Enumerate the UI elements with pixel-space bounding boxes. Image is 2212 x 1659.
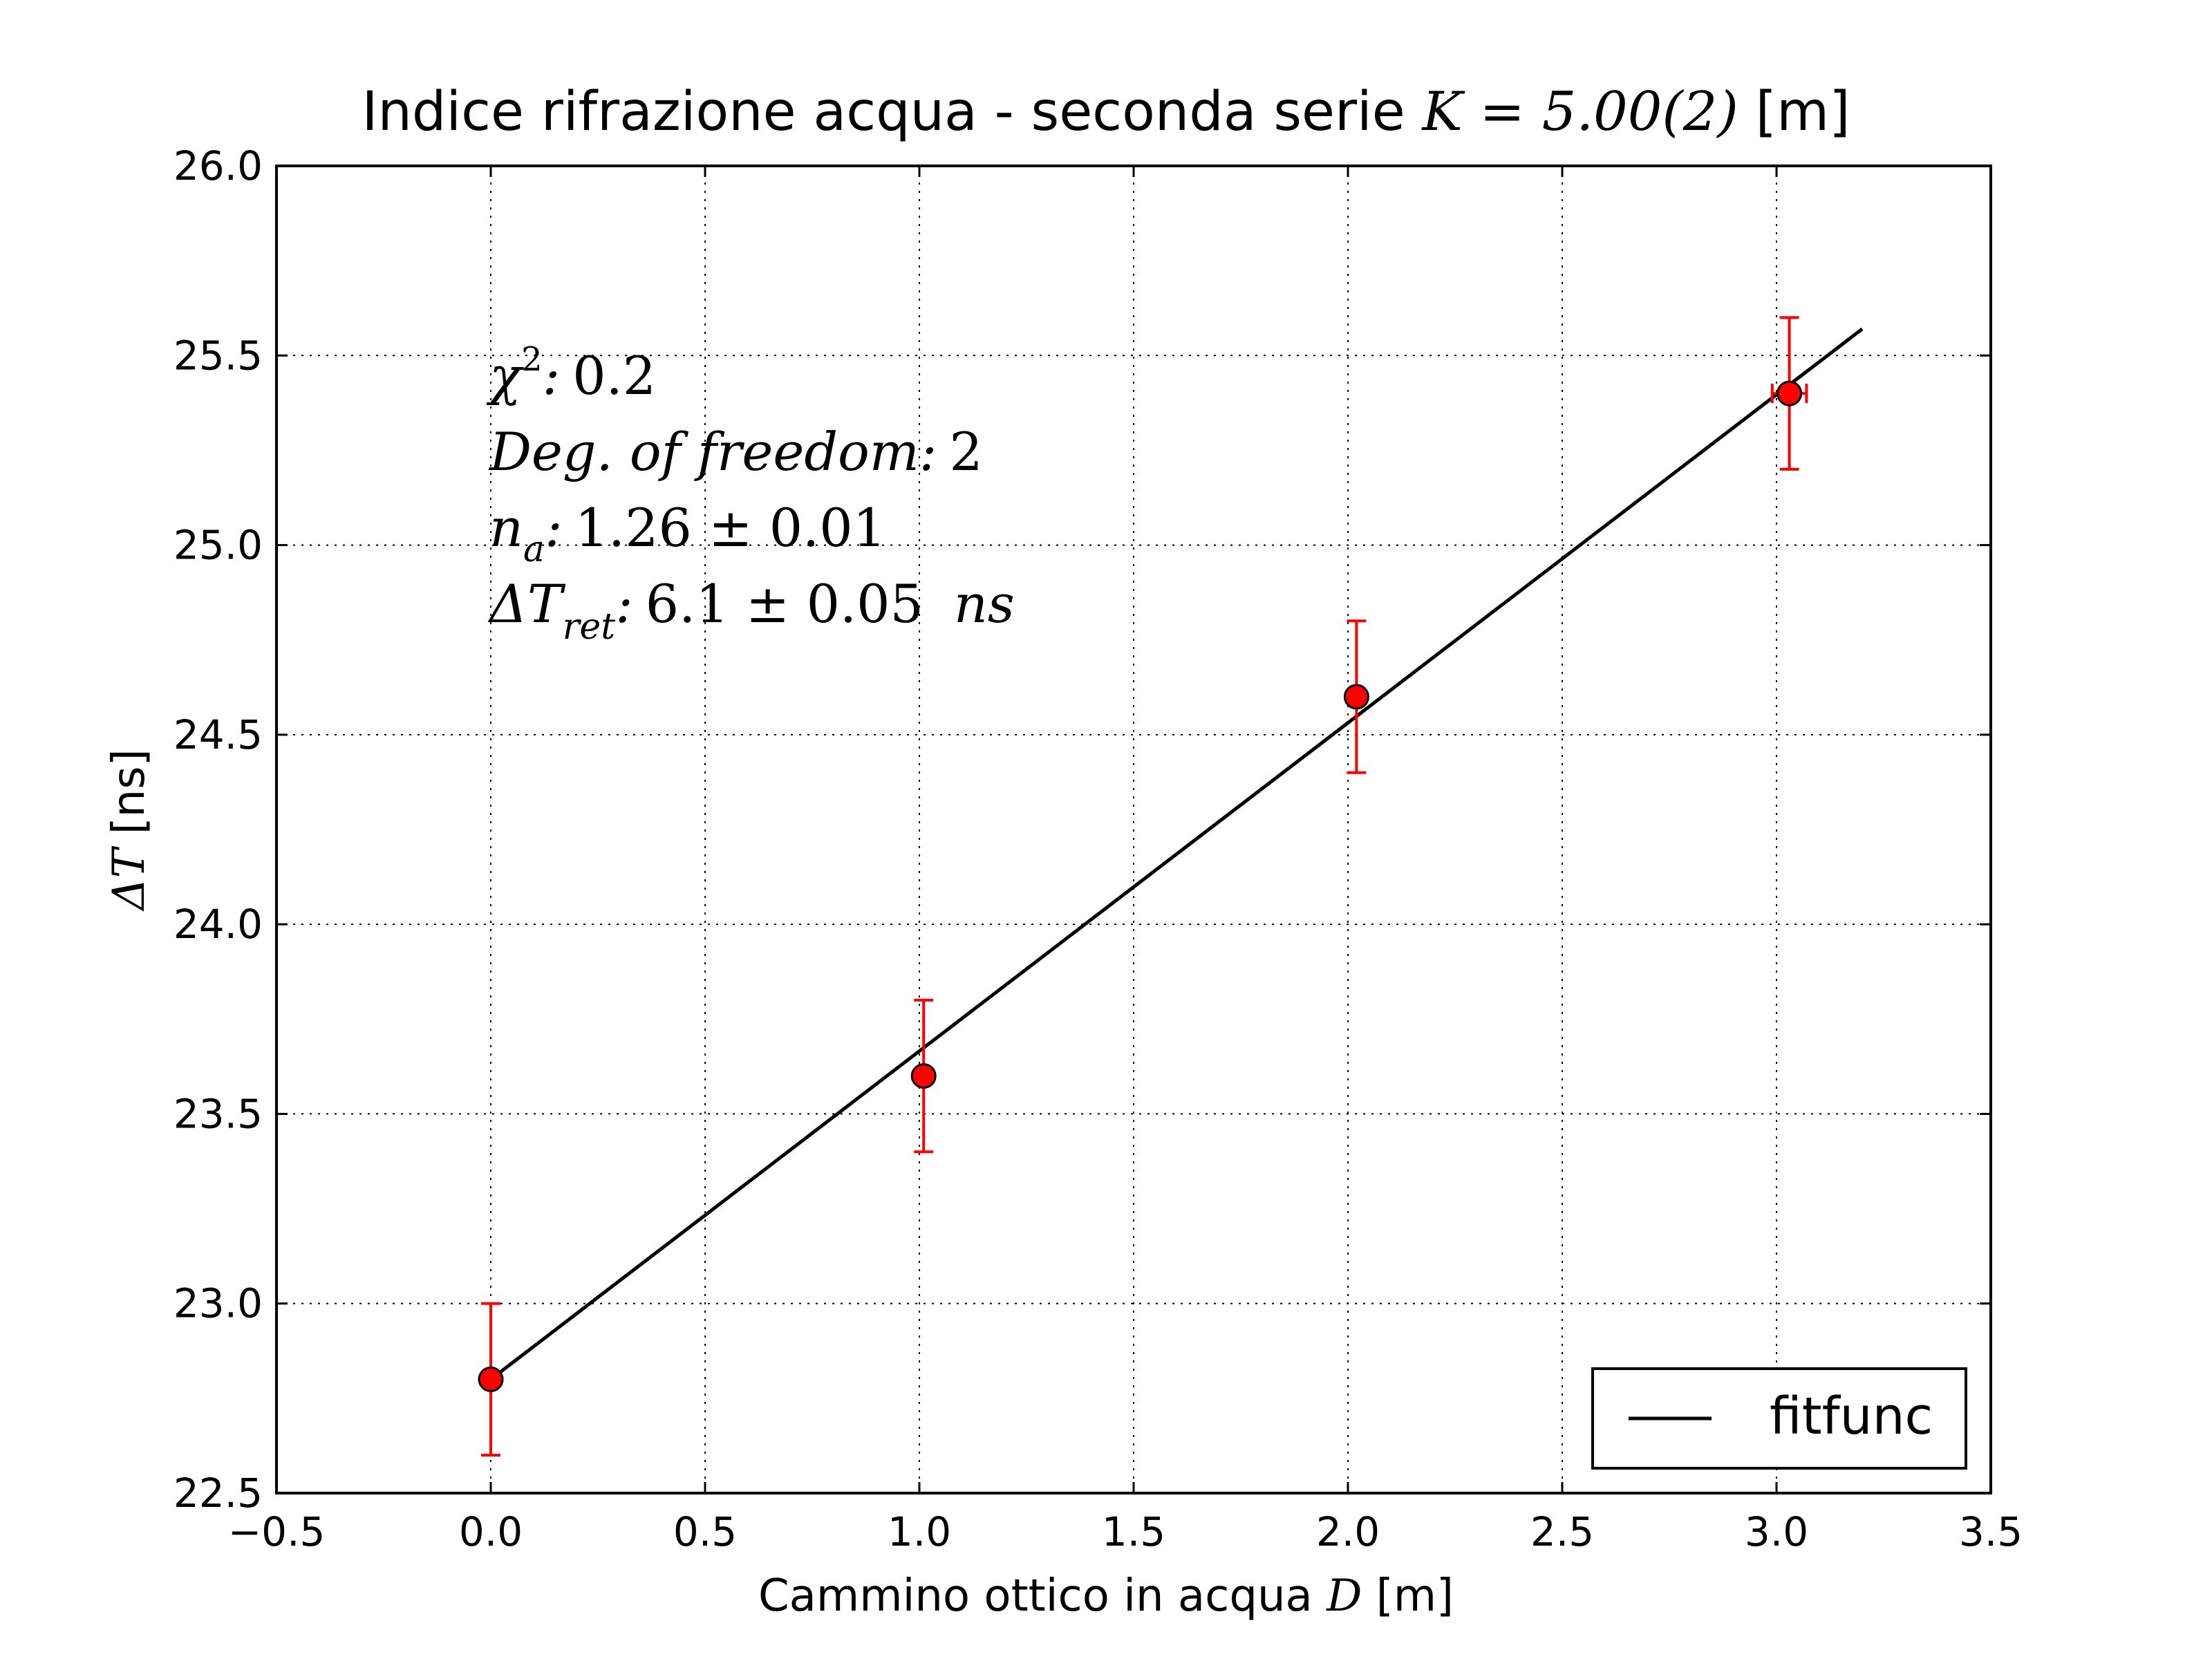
x-tick-label: −0.5 <box>228 1508 326 1555</box>
annotation-n-value: 1.26 ± 0.01 <box>575 497 886 559</box>
annotation-n-sub: a <box>523 529 545 570</box>
data-point <box>1777 380 1803 406</box>
x-tick-label: 0.0 <box>459 1508 523 1555</box>
plot-frame <box>275 165 1992 1494</box>
data-point <box>1343 684 1369 710</box>
annotation-dof-value: 2 <box>949 421 982 482</box>
y-axis-label: ΔT [ns] <box>104 749 155 912</box>
x-tick-label: 2.0 <box>1316 1508 1380 1555</box>
annotation-chi2-value: 0.2 <box>572 345 656 406</box>
annotation-chi2-colon: : <box>543 345 561 406</box>
point-layer <box>478 380 1803 1392</box>
annotation-chi2-sup: 2 <box>521 340 543 379</box>
chart-title: Indice rifrazione acqua - seconda serie … <box>362 81 1850 143</box>
annotation-dof: Deg. of freedom: 2 <box>488 421 983 482</box>
x-tick-label: 1.5 <box>1102 1508 1165 1555</box>
x-axis-label-suffix: [m] <box>1362 1571 1454 1622</box>
x-tick-label: 3.0 <box>1745 1508 1808 1555</box>
x-axis-label-prefix: Cammino ottico in acqua <box>758 1571 1327 1622</box>
x-axis-label-math: D <box>1326 1571 1362 1622</box>
legend-label-fitfunc: fitfunc <box>1770 1387 1933 1446</box>
annotation-dt-unit: ns <box>954 573 1015 635</box>
y-tick-label: 23.5 <box>174 1090 263 1137</box>
y-tick-label: 25.0 <box>174 522 263 569</box>
annotation-n: na: 1.26 ± 0.01 <box>489 497 886 570</box>
y-tick-label: 25.5 <box>174 332 263 379</box>
annotation-dt-symbol: ΔT <box>487 573 566 635</box>
fit-annotations: χ2: 0.2 Deg. of freedom: 2 na: 1.26 ± 0.01 … <box>486 340 1015 648</box>
annotation-chi2-symbol: χ <box>486 345 524 406</box>
y-axis-label-suffix: [ns] <box>104 749 155 848</box>
annotation-chi2: χ2: 0.2 <box>486 340 656 406</box>
legend: fitfunc <box>1591 1367 1967 1470</box>
chart-title-suffix: [m] <box>1738 81 1850 143</box>
x-axis-label: Cammino ottico in acqua D [m] <box>758 1571 1454 1622</box>
data-point <box>910 1063 937 1089</box>
y-axis-label-math: ΔT <box>104 845 155 912</box>
annotation-dof-label: Deg. of freedom: <box>488 421 937 482</box>
y-tick-label: 26.0 <box>174 142 263 189</box>
y-tick-label: 22.5 <box>174 1470 263 1517</box>
annotation-dt-value: 6.1 ± 0.05 <box>646 573 924 635</box>
grid-layer <box>276 166 1991 1493</box>
fit-line-fitfunc <box>489 327 1864 1381</box>
x-tick-label: 0.5 <box>673 1508 737 1555</box>
y-tick-label: 24.5 <box>174 711 263 758</box>
data-point <box>478 1366 504 1392</box>
annotation-n-symbol: n <box>489 497 523 559</box>
chart-title-math: K = 5.00(2) <box>1421 81 1738 143</box>
tick-layer: −0.5 0.0 0.5 1.0 1.5 2.0 2.5 3.0 3.5 22.5 23.0 23.5… <box>174 142 2023 1555</box>
annotation-dt-colon: : <box>615 573 633 635</box>
y-tick-label: 24.0 <box>174 901 263 948</box>
fit-layer <box>489 327 1864 1381</box>
x-tick-label: 1.0 <box>888 1508 951 1555</box>
x-tick-label: 3.5 <box>1959 1508 2023 1555</box>
annotation-dt-sub: ret <box>563 606 616 648</box>
annotation-dt: ΔTret: 6.1 ± 0.05 ns <box>487 573 1015 648</box>
x-tick-label: 2.5 <box>1530 1508 1594 1555</box>
y-tick-label: 23.0 <box>174 1280 263 1327</box>
chart-title-prefix: Indice rifrazione acqua - seconda serie <box>362 81 1422 143</box>
annotation-n-colon: : <box>545 497 563 559</box>
